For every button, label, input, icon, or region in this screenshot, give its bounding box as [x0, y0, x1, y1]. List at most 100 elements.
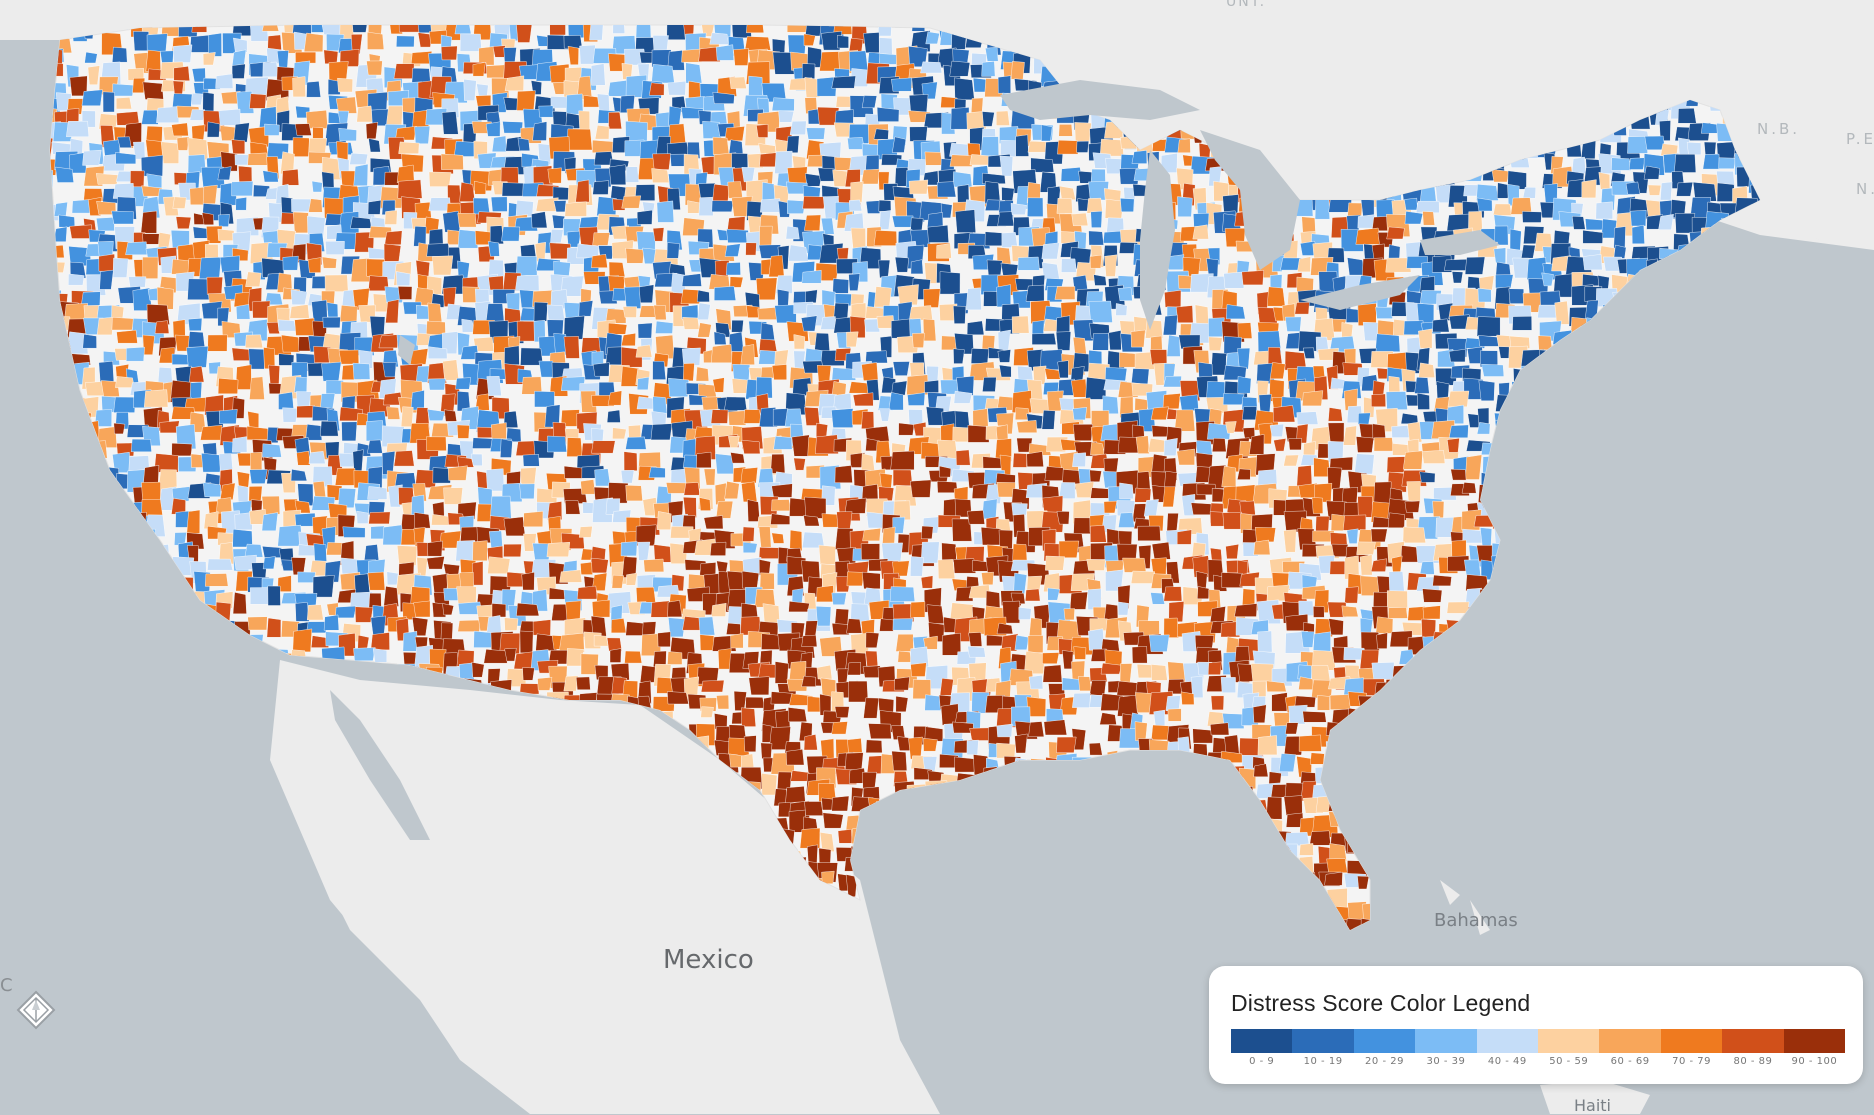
census-tract[interactable] [1355, 436, 1375, 453]
census-tract[interactable] [1630, 209, 1647, 227]
census-tract[interactable] [1526, 638, 1546, 652]
census-tract[interactable] [247, 152, 269, 166]
census-tract[interactable] [85, 420, 100, 440]
census-tract[interactable] [1601, 738, 1617, 761]
census-tract[interactable] [1764, 438, 1783, 455]
census-tract[interactable] [440, 45, 458, 61]
census-tract[interactable] [1752, 578, 1766, 596]
census-tract[interactable] [117, 723, 131, 742]
census-tract[interactable] [1237, 322, 1253, 339]
census-tract[interactable] [713, 286, 737, 301]
census-tract[interactable] [715, 44, 735, 61]
census-tract[interactable] [1506, 451, 1519, 467]
census-tract[interactable] [1482, 455, 1502, 474]
census-tract[interactable] [485, 121, 501, 137]
census-tract[interactable] [142, 630, 156, 650]
census-tract[interactable] [1747, 600, 1771, 619]
census-tract[interactable] [65, 738, 88, 761]
census-tract[interactable] [741, 707, 757, 727]
census-tract[interactable] [1598, 618, 1613, 632]
census-tract[interactable] [1527, 710, 1539, 729]
census-tract[interactable] [697, 322, 712, 338]
census-tract[interactable] [1249, 434, 1265, 455]
census-tract[interactable] [1737, 533, 1751, 556]
census-tract[interactable] [1717, 728, 1734, 747]
census-tract[interactable] [1761, 503, 1774, 515]
census-tract[interactable] [1161, 757, 1176, 776]
census-tract[interactable] [426, 436, 447, 451]
census-tract[interactable] [1746, 242, 1758, 264]
census-tract[interactable] [202, 91, 215, 113]
census-tract[interactable] [519, 483, 535, 499]
census-tract[interactable] [953, 305, 967, 324]
census-tract[interactable] [1108, 330, 1122, 351]
census-tract[interactable] [651, 64, 675, 84]
census-tract[interactable] [610, 618, 627, 634]
census-tract[interactable] [1628, 157, 1646, 170]
census-tract[interactable] [130, 438, 152, 452]
census-tract[interactable] [1302, 711, 1327, 723]
census-tract[interactable] [1522, 211, 1543, 223]
census-tract[interactable] [1055, 331, 1072, 351]
census-tract[interactable] [319, 420, 339, 437]
census-tract[interactable] [1494, 709, 1518, 732]
census-tract[interactable] [126, 346, 145, 362]
census-tract[interactable] [1613, 439, 1631, 461]
census-tract[interactable] [1285, 316, 1302, 332]
census-tract[interactable] [1624, 381, 1640, 403]
census-tract[interactable] [208, 710, 223, 733]
census-tract[interactable] [1617, 408, 1635, 430]
census-tract[interactable] [1131, 150, 1148, 164]
census-tract[interactable] [51, 650, 63, 673]
census-tract[interactable] [879, 37, 893, 56]
census-tract[interactable] [1162, 765, 1178, 779]
census-tract[interactable] [487, 556, 511, 574]
census-tract[interactable] [442, 331, 459, 354]
census-tract[interactable] [771, 97, 795, 112]
census-tract[interactable] [1690, 606, 1711, 625]
census-tract[interactable] [1612, 363, 1635, 388]
census-tract[interactable] [339, 305, 358, 322]
census-tract[interactable] [1057, 139, 1079, 155]
census-tract[interactable] [111, 517, 136, 538]
census-tract[interactable] [550, 229, 564, 243]
census-tract[interactable] [1494, 495, 1515, 510]
census-tract[interactable] [306, 81, 321, 98]
census-tract[interactable] [1327, 422, 1345, 445]
census-tract[interactable] [1610, 633, 1627, 650]
census-tract[interactable] [266, 321, 280, 334]
census-tract[interactable] [1751, 362, 1774, 385]
census-tract[interactable] [565, 500, 581, 515]
census-tract[interactable] [356, 510, 369, 524]
census-tract[interactable] [1521, 682, 1540, 696]
census-tract[interactable] [803, 515, 820, 527]
census-tract[interactable] [1555, 572, 1581, 594]
census-tract[interactable] [128, 737, 147, 751]
census-tract[interactable] [1178, 772, 1194, 788]
census-tract[interactable] [865, 350, 888, 364]
census-tract[interactable] [1017, 256, 1040, 271]
census-tract[interactable] [189, 109, 205, 121]
census-tract[interactable] [1675, 319, 1698, 341]
census-tract[interactable] [1150, 664, 1168, 681]
census-tract[interactable] [101, 515, 126, 529]
census-tract[interactable] [72, 527, 85, 540]
census-tract[interactable] [146, 173, 163, 189]
census-tract[interactable] [83, 570, 98, 588]
census-tract[interactable] [1722, 457, 1743, 474]
census-tract[interactable] [1568, 511, 1593, 534]
census-tract[interactable] [895, 695, 909, 712]
census-tract[interactable] [846, 618, 863, 634]
census-tract[interactable] [1526, 381, 1541, 404]
census-tract[interactable] [1478, 275, 1495, 291]
census-tract[interactable] [698, 46, 722, 62]
census-tract[interactable] [140, 210, 157, 234]
census-tract[interactable] [1582, 754, 1607, 774]
census-tract[interactable] [37, 107, 58, 124]
census-tract[interactable] [367, 439, 383, 454]
census-tract[interactable] [1719, 315, 1737, 332]
census-tract[interactable] [372, 648, 387, 663]
census-tract[interactable] [96, 544, 112, 560]
census-tract[interactable] [758, 547, 781, 559]
census-tract[interactable] [848, 273, 861, 291]
